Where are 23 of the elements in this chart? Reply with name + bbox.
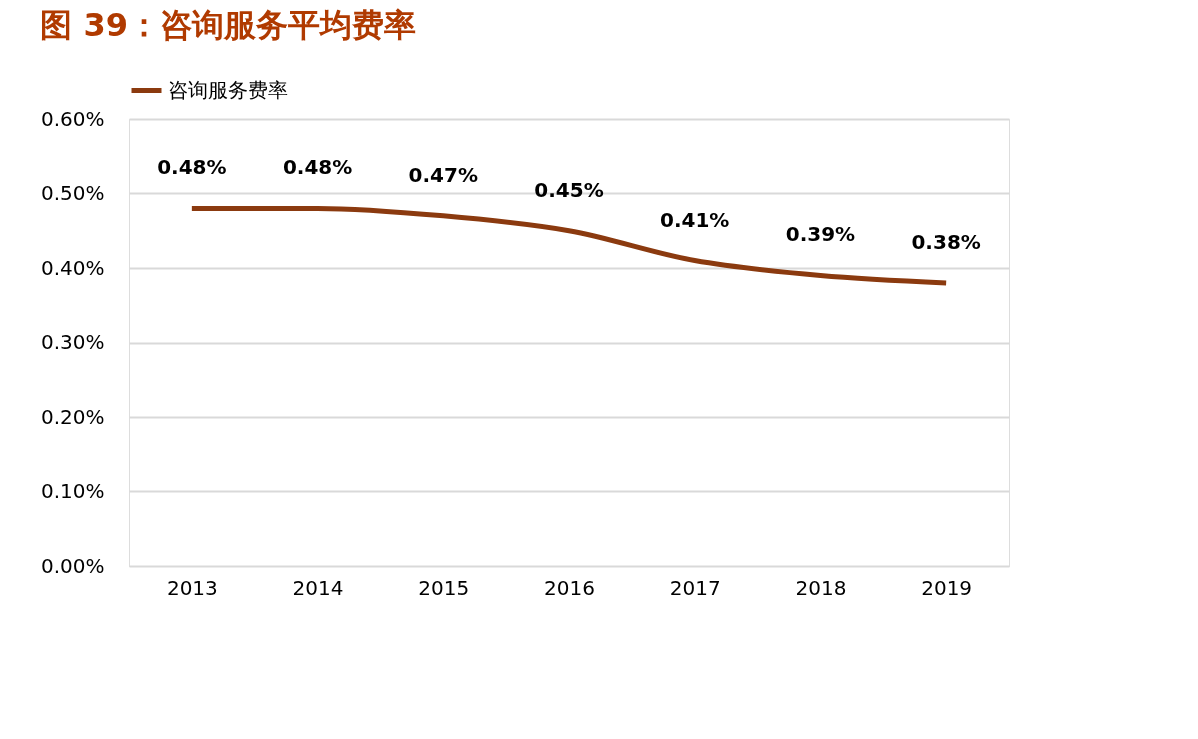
y-tick-label: 0.10% <box>40 479 105 503</box>
x-tick-label: 2015 <box>418 575 470 600</box>
x-tick-label: 2016 <box>544 575 595 600</box>
y-tick-label: 0.40% <box>40 255 105 280</box>
data-label: 0.39% <box>785 222 856 247</box>
y-tick-label: 0.00% <box>40 553 105 578</box>
y-tick-label: 0.30% <box>40 330 105 354</box>
y-tick-label: 0.20% <box>40 404 105 429</box>
data-label: 0.41% <box>660 207 730 232</box>
x-tick-label: 2014 <box>292 575 344 600</box>
y-tick-label: 0.50% <box>40 181 105 205</box>
x-tick-label: 2019 <box>921 575 973 600</box>
data-label: 0.47% <box>408 162 478 187</box>
data-label: 0.45% <box>534 177 604 202</box>
data-label: 0.38% <box>911 229 981 254</box>
legend-label: 咨询服务费率 <box>168 77 288 102</box>
x-tick-label: 2013 <box>166 575 218 600</box>
x-tick-label: 2018 <box>795 575 847 600</box>
chart-title: 图 39：咨询服务平均费率 <box>40 6 417 44</box>
data-label: 0.48% <box>157 155 227 180</box>
data-label: 0.48% <box>282 155 353 180</box>
x-tick-label: 2017 <box>669 575 721 600</box>
y-tick-label: 0.60% <box>40 106 105 131</box>
